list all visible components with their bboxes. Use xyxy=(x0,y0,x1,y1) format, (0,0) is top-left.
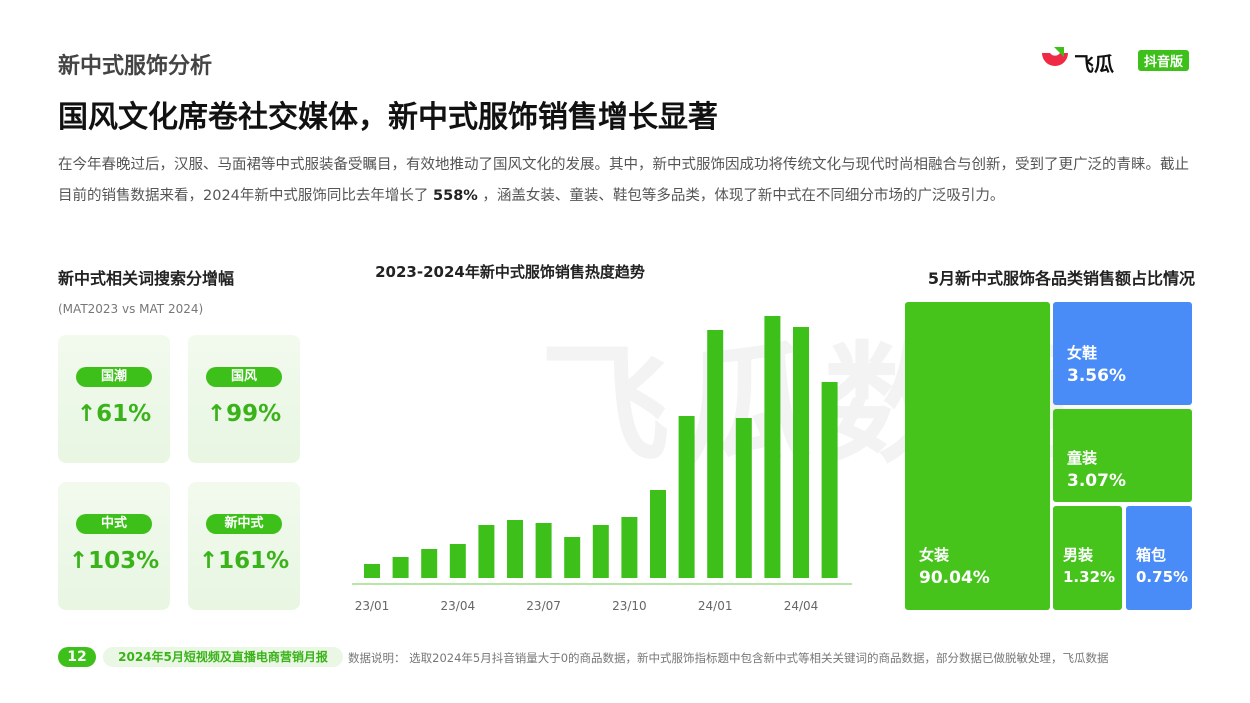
cell-label: 女装 xyxy=(919,546,950,564)
x-tick-label: 24/01 xyxy=(698,599,733,613)
bar xyxy=(821,382,838,578)
card-value: ↑61% xyxy=(76,401,152,427)
cell-value: 1.32% xyxy=(1063,568,1116,586)
footer-note: 数据说明： 选取2024年5月抖音销量大于0的商品数据，新中式服饰指标题中包含新… xyxy=(348,651,1109,665)
bar xyxy=(621,517,638,578)
treemap-title: 5月新中式服饰各品类销售额占比情况 xyxy=(927,269,1195,288)
card-label: 国潮 xyxy=(76,367,152,387)
card-label: 国风 xyxy=(206,367,282,387)
card-value: ↑103% xyxy=(68,548,160,574)
bar xyxy=(707,330,724,578)
treemap-cell: 箱包 0.75% xyxy=(1126,506,1192,610)
card-value: ↑161% xyxy=(198,548,290,574)
section-title: 新中式服饰分析 xyxy=(58,54,213,79)
bar xyxy=(364,564,380,578)
treemap-cell: 女装 90.04% xyxy=(905,302,1050,610)
search-card: 新中式 ↑161% xyxy=(188,482,300,610)
card-value: ↑99% xyxy=(206,401,282,427)
logo-text: 飞瓜 xyxy=(1074,52,1114,76)
treemap-cell: 童装 3.07% xyxy=(1053,409,1192,502)
card-label: 中式 xyxy=(76,514,152,534)
page-number: 12 xyxy=(58,647,96,667)
page-title: 国风文化席卷社交媒体，新中式服饰销售增长显著 xyxy=(58,100,718,135)
cell-value: 3.07% xyxy=(1067,471,1126,491)
chart-title: 2023-2024年新中式服饰销售热度趋势 xyxy=(375,263,645,281)
cell-label: 箱包 xyxy=(1136,546,1167,564)
cell-label: 童装 xyxy=(1067,449,1098,467)
x-tick-label: 23/10 xyxy=(612,599,647,613)
x-tick-label: 24/04 xyxy=(784,599,819,613)
search-title: 新中式相关词搜索分增幅 xyxy=(58,269,235,288)
bar xyxy=(650,490,666,578)
search-subtitle: (MAT2023 vs MAT 2024) xyxy=(58,302,204,316)
bar xyxy=(535,523,552,578)
intro-text: 在今年春晚过后，汉服、马面裙等中式服装备受瞩目，有效地推动了国风文化的发展。其中… xyxy=(58,157,1189,204)
search-card: 国潮 ↑61% xyxy=(58,335,170,463)
cell-label: 男装 xyxy=(1063,546,1094,564)
cell-value: 0.75% xyxy=(1136,568,1189,586)
cell-label: 女鞋 xyxy=(1067,344,1098,362)
bar xyxy=(449,544,466,578)
treemap-cell: 男装 1.32% xyxy=(1053,506,1122,610)
intro: 在今年春晚过后，汉服、马面裙等中式服装备受瞩目，有效地推动了国风文化的发展。其中… xyxy=(58,150,1198,212)
bar xyxy=(735,418,752,578)
search-card: 国风 ↑99% xyxy=(188,335,300,463)
logo-badge: 抖音版 xyxy=(1138,50,1190,71)
intro-highlight: 558% xyxy=(433,188,478,204)
bar xyxy=(478,525,495,578)
bar xyxy=(421,549,438,578)
bar xyxy=(764,316,781,578)
cell-value: 3.56% xyxy=(1067,366,1126,386)
logo-icon xyxy=(1040,47,1070,73)
bar xyxy=(678,416,695,578)
bar xyxy=(793,327,809,578)
report-name: 2024年5月短视频及直播电商营销月报 xyxy=(103,647,343,667)
bar-chart: 2023-2024年新中式服饰销售热度趋势 23/01 23/04 23/07 23/… xyxy=(352,263,852,613)
card-label: 新中式 xyxy=(206,514,282,534)
treemap-cell: 女鞋 3.56% xyxy=(1053,302,1192,405)
search-card: 中式 ↑103% xyxy=(58,482,170,610)
x-tick-label: 23/04 xyxy=(441,599,476,613)
intro-text: ，涵盖女装、童装、鞋包等多品类，体现了新中式在不同细分市场的广泛吸引力。 xyxy=(482,188,1005,204)
bar xyxy=(564,537,581,578)
bar xyxy=(592,525,609,578)
bar xyxy=(392,557,409,578)
cell-value: 90.04% xyxy=(919,568,990,588)
x-tick-label: 23/01 xyxy=(355,599,390,613)
x-tick-label: 23/07 xyxy=(526,599,561,613)
bar xyxy=(507,520,523,578)
